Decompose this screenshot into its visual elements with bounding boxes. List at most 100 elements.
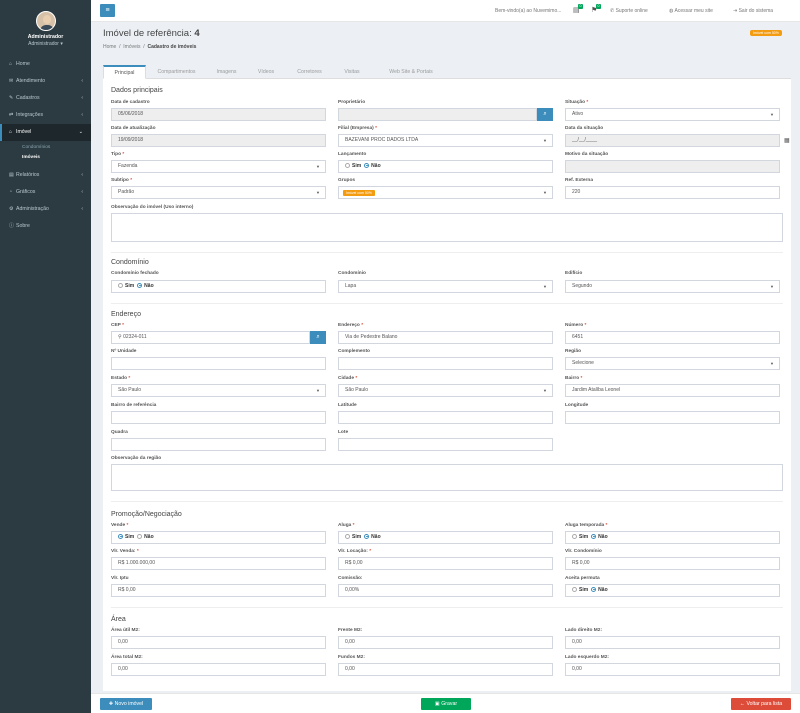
edificio-select[interactable]: Segundo ▼	[565, 280, 780, 293]
tasks-icon[interactable]: ⚑	[591, 7, 598, 14]
lancamento-label: Lançamento	[338, 152, 367, 157]
valor-condominio-field[interactable]: R$ 0,00	[565, 557, 780, 570]
sidebar-item-relatorios[interactable]: ▤ Relatórios ‹	[0, 167, 91, 184]
lado-esquerdo-field[interactable]: 0,00	[565, 663, 780, 676]
search-owner-button[interactable]: ⌕	[537, 108, 553, 121]
observacao-regiao-textarea[interactable]	[111, 464, 783, 491]
unidade-field[interactable]	[111, 357, 326, 370]
bairro-field[interactable]: Jardim Atalíba Leonel	[565, 384, 780, 397]
tab-v-deos[interactable]: Vídeos	[257, 69, 275, 75]
plus-icon: ✚	[108, 701, 114, 707]
valor-venda-field[interactable]: R$ 1.000.000,00	[111, 557, 326, 570]
submenu-item-condominios[interactable]: Condomínios	[22, 145, 51, 150]
wrench-icon: ✎	[9, 95, 14, 101]
grupos-select[interactable]: ▼ Imóvel com 50%	[338, 186, 553, 199]
situacao-select[interactable]: Ativo ▼	[565, 108, 780, 121]
sidebar-item-label: Administração	[16, 206, 49, 212]
breadcrumb-imoveis[interactable]: Imóveis	[123, 44, 141, 50]
latitude-field[interactable]	[338, 411, 553, 424]
sidebar-item-administracao[interactable]: ⚙ Administração ‹	[0, 201, 91, 218]
area-total-field[interactable]: 0,00	[111, 663, 326, 676]
aluga-sim-radio[interactable]	[345, 533, 350, 539]
tab-visitas[interactable]: Visitas	[344, 69, 360, 75]
vende-nao-radio[interactable]	[137, 533, 143, 539]
subtipo-select[interactable]: Padrão ▼	[111, 186, 326, 199]
aceita-permuta-sim-radio[interactable]	[572, 586, 577, 592]
quadra-field[interactable]	[111, 438, 326, 451]
data-situacao-field[interactable]: __/__/____	[565, 134, 780, 147]
data-cadastro-field[interactable]: 05/06/2018	[111, 108, 326, 121]
lado-direito-field[interactable]: 0,00	[565, 636, 780, 649]
aluga-temporada-sim-radio[interactable]	[572, 533, 577, 539]
aluga-temporada-nao-label: Não	[598, 534, 608, 540]
support-link[interactable]: ✆ Suporte online	[610, 8, 648, 14]
sidebar-item-atendimento[interactable]: ✉ Atendimento ‹	[0, 73, 91, 90]
frente-field[interactable]: 0,00	[338, 636, 553, 649]
tipo-select[interactable]: Fazenda ▼	[111, 160, 326, 173]
tab-imagens[interactable]: Imagens	[216, 69, 237, 75]
tab-web-site-portais[interactable]: Web Site & Portais	[389, 69, 433, 75]
sidebar-item-integracoes[interactable]: ⇄ Integrações ‹	[0, 107, 91, 124]
search-cep-button[interactable]: ⌕	[310, 331, 326, 344]
endereco-field[interactable]: Via de Pedestre Balano	[338, 331, 553, 344]
section-promocao: Promoção/Negociação	[111, 511, 182, 518]
ref-externa-field[interactable]: 220	[565, 186, 780, 199]
grupo-tag[interactable]: Imóvel com 50%	[343, 190, 375, 196]
estado-select[interactable]: São Paulo ▼	[111, 384, 326, 397]
breadcrumb-home[interactable]: Home	[103, 44, 117, 50]
condominio-fechado-nao-radio[interactable]	[137, 282, 143, 288]
comissao-field[interactable]: 0,00%	[338, 584, 553, 597]
cep-field[interactable]: ⚲ 02324-011	[111, 331, 310, 344]
data-atualizacao-field[interactable]: 19/09/2018	[111, 134, 326, 147]
tab-principal[interactable]: Principal	[103, 65, 146, 79]
menu-toggle-button[interactable]: ≡	[100, 4, 115, 17]
tab-corretores[interactable]: Corretores	[297, 69, 322, 75]
globe-icon: ◍	[669, 8, 674, 14]
chevron-down-icon: ▼	[543, 190, 547, 195]
logout-link[interactable]: ⇥ Sair do sistema	[733, 8, 774, 14]
sidebar-item-imovel[interactable]: ⌂ Imóvel ⌄	[0, 124, 91, 141]
regiao-select[interactable]: Selecione ▼	[565, 357, 780, 370]
notification-icon[interactable]: ▤	[573, 7, 580, 14]
aceita-permuta-nao-radio[interactable]	[591, 586, 597, 592]
fundos-field[interactable]: 0,00	[338, 663, 553, 676]
tab-compartimentos[interactable]: Compartimentos	[157, 69, 196, 75]
condominio-fechado-nao-label: Não	[144, 283, 154, 289]
valor-venda-label: Vlr. Venda: *	[111, 549, 139, 554]
cidade-select[interactable]: São Paulo ▼	[338, 384, 553, 397]
longitude-field[interactable]	[565, 411, 780, 424]
motivo-situacao-field[interactable]	[565, 160, 780, 173]
filial-select[interactable]: BAZEVANI PROC DADOS LTDA ▼	[338, 134, 553, 147]
observacao-imovel-textarea[interactable]	[111, 213, 783, 242]
calendar-icon[interactable]: ▦	[784, 138, 790, 144]
lancamento-sim-radio[interactable]	[345, 162, 350, 168]
avatar[interactable]	[35, 11, 56, 31]
new-property-button[interactable]: ✚ Novo imóvel	[100, 698, 152, 710]
valor-locacao-field[interactable]: R$ 0,00	[338, 557, 553, 570]
vende-sim-radio[interactable]	[118, 533, 123, 539]
submenu-item-imoveis[interactable]: Imóveis	[22, 155, 40, 160]
back-to-list-button[interactable]: ← Voltar para lista	[731, 698, 791, 710]
condominio-fechado-sim-radio[interactable]	[118, 282, 123, 288]
aluga-nao-radio[interactable]	[364, 533, 370, 539]
lancamento-nao-radio[interactable]	[364, 162, 370, 168]
aluga-temporada-nao-radio[interactable]	[591, 533, 597, 539]
sidebar-item-cadastros[interactable]: ✎ Cadastros ‹	[0, 90, 91, 107]
support-icon: ✆	[610, 8, 615, 14]
tab-bar: Principal Compartimentos Imagens Vídeos Corr…	[103, 65, 791, 79]
save-button[interactable]: ▣ Gravar	[421, 698, 471, 710]
user-role[interactable]: Administrador ▾	[28, 41, 63, 47]
sidebar-item-graficos[interactable]: ◔ Gráficos ‹	[0, 184, 91, 201]
complemento-field[interactable]	[338, 357, 553, 370]
valor-iptu-field[interactable]: R$ 0,00	[111, 584, 326, 597]
sidebar-item-home[interactable]: ⌂ Home	[0, 56, 91, 73]
sidebar-item-sobre[interactable]: ⓘ Sobre	[0, 218, 91, 235]
lote-field[interactable]	[338, 438, 553, 451]
area-util-field[interactable]: 0,00	[111, 636, 326, 649]
proprietario-field[interactable]	[338, 108, 537, 121]
condominio-select[interactable]: Lapa ▼	[338, 280, 553, 293]
section-area: Área	[111, 616, 126, 623]
bairro-referencia-field[interactable]	[111, 411, 326, 424]
site-link[interactable]: ◍ Acessar meu site	[669, 8, 713, 14]
numero-field[interactable]: 6451	[565, 331, 780, 344]
